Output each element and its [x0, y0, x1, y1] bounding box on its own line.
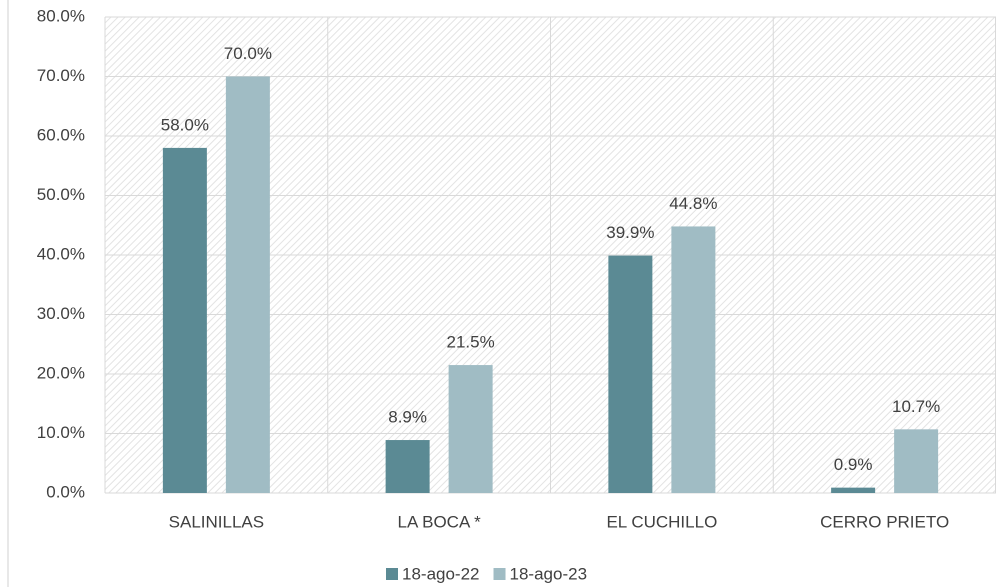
value-label: 0.9% [834, 455, 873, 474]
x-tick-label: SALINILLAS [169, 512, 264, 531]
value-label: 8.9% [388, 408, 427, 427]
value-label: 70.0% [224, 44, 272, 63]
x-tick-label: LA BOCA * [398, 512, 482, 531]
legend-label: 18-ago-23 [510, 564, 588, 583]
y-tick-label: 50.0% [37, 185, 85, 204]
value-label: 39.9% [606, 223, 654, 242]
y-tick-label: 70.0% [37, 66, 85, 85]
bar [162, 147, 207, 493]
legend-swatch [386, 568, 398, 580]
bar [385, 440, 430, 493]
value-label: 10.7% [892, 397, 940, 416]
y-tick-label: 0.0% [46, 482, 85, 501]
value-label: 58.0% [161, 115, 209, 134]
bar [608, 255, 653, 493]
value-label: 21.5% [447, 333, 495, 352]
y-tick-label: 80.0% [37, 6, 85, 25]
bar [831, 487, 876, 493]
y-tick-label: 30.0% [37, 304, 85, 323]
y-tick-label: 20.0% [37, 363, 85, 382]
legend-swatch [493, 568, 506, 580]
y-tick-label: 10.0% [37, 423, 85, 442]
value-label: 44.8% [669, 194, 717, 213]
x-tick-label: CERRO PRIETO [820, 512, 949, 531]
y-tick-label: 40.0% [37, 244, 85, 263]
bar [671, 226, 716, 493]
x-tick-label: EL CUCHILLO [606, 512, 717, 531]
y-tick-label: 60.0% [37, 125, 85, 144]
bar [448, 365, 493, 493]
bar [894, 429, 939, 493]
bar [225, 76, 270, 493]
legend-label: 18-ago-22 [402, 564, 480, 583]
